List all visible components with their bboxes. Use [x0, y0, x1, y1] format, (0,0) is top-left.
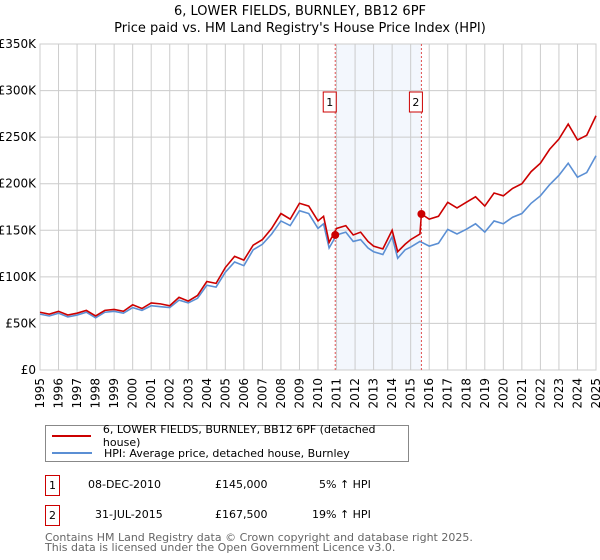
y-tick-label: £50K	[5, 316, 37, 330]
plot-border	[39, 43, 597, 371]
sale-point	[417, 209, 426, 218]
y-tick-label: £150K	[0, 223, 37, 237]
chart-subtitle: Price paid vs. HM Land Registry's House …	[114, 21, 486, 36]
series-line-property	[39, 115, 597, 317]
x-tick-label: 2009	[292, 378, 306, 409]
x-tick-label: 1999	[107, 378, 121, 409]
x-tick-label: 1996	[52, 378, 66, 409]
x-tick-label: 1995	[33, 378, 47, 409]
x-tick-label: 2011	[330, 378, 344, 409]
x-tick-label: 2008	[274, 378, 288, 409]
chart-title: 6, LOWER FIELDS, BURNLEY, BB12 6PF	[173, 4, 427, 19]
x-tick-label: 2025	[589, 378, 600, 409]
x-tick-label: 2010	[311, 378, 325, 409]
x-tick-label: 2002	[163, 378, 177, 409]
x-tick-label: 2012	[348, 378, 362, 409]
x-tick-label: 2023	[552, 378, 566, 409]
sale-marker-badge: 2	[45, 505, 60, 526]
plot-area: £0 £50K £100K £150K £200K £250K £300K £350K 1995…	[0, 37, 600, 409]
x-tick-label: 2013	[367, 378, 381, 409]
x-tick-label: 2017	[441, 378, 455, 409]
sale-date: 31-JUL-2015	[95, 508, 163, 521]
sale-point	[331, 230, 340, 239]
x-tick-label: 2006	[237, 378, 251, 409]
sale-badge-label: 2	[412, 96, 419, 109]
x-tick-label: 1997	[70, 378, 84, 409]
x-tick-label: 2000	[126, 378, 140, 409]
x-tick-label: 2020	[496, 378, 510, 409]
footer-licence: This data is licensed under the Open Gov…	[45, 541, 396, 554]
x-tick-label: 2004	[200, 378, 214, 409]
y-tick-label: £0	[21, 363, 36, 377]
x-tick-label: 2016	[422, 378, 436, 409]
footer-copyright: Contains HM Land Registry data © Crown c…	[45, 531, 473, 544]
y-tick-label: £200K	[0, 177, 37, 191]
x-tick-label: 1998	[89, 378, 103, 409]
sale-marker-badge: 1	[45, 475, 60, 496]
legend-item-property: 6, LOWER FIELDS, BURNLEY, BB12 6PF (deta…	[46, 423, 408, 449]
x-tick-label: 2005	[218, 378, 232, 409]
sale-badge-box	[408, 91, 423, 113]
legend: 6, LOWER FIELDS, BURNLEY, BB12 6PF (deta…	[45, 423, 409, 462]
sale-hpi-diff: 19% ↑ HPI	[312, 508, 371, 521]
x-tick-label: 2021	[515, 378, 529, 409]
x-tick-label: 2019	[478, 378, 492, 409]
y-tick-label: £300K	[0, 84, 37, 98]
x-tick-label: 2024	[570, 378, 584, 409]
sale-price: £167,500	[215, 508, 268, 521]
sale-price: £145,000	[215, 478, 268, 491]
legend-swatch-red	[52, 435, 91, 437]
x-tick-label: 2007	[255, 378, 269, 409]
sale-badge-label: 1	[326, 96, 333, 109]
y-tick-label: £250K	[0, 130, 37, 144]
x-tick-label: 2015	[404, 378, 418, 409]
x-tick-label: 2001	[144, 378, 158, 409]
legend-item-hpi: HPI: Average price, detached house, Burn…	[46, 445, 350, 461]
shaded-ownership-period	[335, 44, 422, 370]
sale-date: 08-DEC-2010	[88, 478, 162, 491]
y-tick-label: £100K	[0, 270, 37, 284]
x-tick-label: 2003	[181, 378, 195, 409]
legend-label: HPI: Average price, detached house, Burn…	[104, 446, 350, 460]
x-tick-label: 2022	[533, 378, 547, 409]
series-line-hpi	[39, 155, 597, 319]
legend-label: 6, LOWER FIELDS, BURNLEY, BB12 6PF (deta…	[102, 423, 376, 449]
sale-hpi-diff: 5% ↑ HPI	[319, 478, 371, 491]
x-tick-label: 2014	[385, 378, 399, 409]
sale-badge-box	[322, 91, 337, 113]
y-tick-label: £350K	[0, 37, 37, 51]
legend-swatch-blue	[52, 452, 92, 454]
x-tick-label: 2018	[459, 378, 473, 409]
